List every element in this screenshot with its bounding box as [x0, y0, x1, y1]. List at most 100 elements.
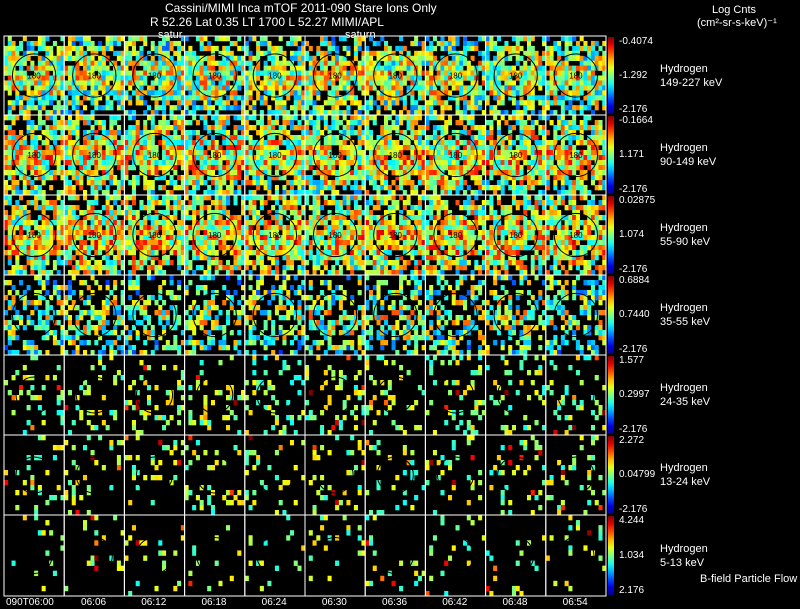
heatmap-cell [289, 90, 295, 96]
heatmap-cell [45, 245, 50, 251]
heatmap-cell [557, 120, 562, 126]
heatmap-cell [545, 170, 550, 176]
heatmap-cell [402, 95, 407, 101]
heatmap-cell [150, 180, 155, 186]
heatmap-cell [353, 95, 358, 101]
heatmap-cell [49, 250, 54, 256]
heatmap-cell [67, 240, 73, 246]
heatmap-cell [41, 155, 46, 161]
heatmap-cell [263, 50, 268, 57]
heatmap-cell [45, 115, 50, 121]
heatmap-cell [4, 235, 9, 241]
heatmap-cell [267, 255, 272, 261]
heatmap-cell [116, 140, 121, 146]
heatmap-cell [297, 165, 302, 171]
heatmap-cell [289, 70, 295, 76]
heatmap-cell [67, 120, 73, 126]
heatmap-cell [466, 140, 471, 146]
heatmap-cell [587, 160, 592, 166]
heatmap-cell [203, 65, 208, 71]
heatmap-cell [440, 165, 445, 171]
heatmap-cell [237, 265, 242, 271]
heatmap-cell [312, 110, 317, 116]
heatmap-cell [395, 60, 400, 66]
heatmap-cell [549, 90, 554, 96]
heatmap-cell [463, 60, 468, 66]
heatmap-cell [192, 140, 197, 146]
heatmap-cell [504, 55, 509, 61]
heatmap-cell [432, 135, 437, 141]
heatmap-cell [470, 65, 475, 71]
heatmap-cell [131, 235, 136, 241]
heatmap-cell [192, 250, 197, 256]
heatmap-cell [500, 45, 505, 52]
heatmap-cell [301, 90, 306, 96]
heatmap-cell [493, 115, 498, 121]
heatmap-cell [105, 200, 110, 206]
heatmap-cell [177, 145, 182, 151]
heatmap-cell [432, 190, 437, 196]
heatmap-cell [376, 170, 381, 176]
heatmap-cell [188, 100, 193, 106]
heatmap-cell [34, 205, 39, 211]
heatmap-cell [414, 165, 419, 171]
heatmap-cell [350, 160, 355, 166]
heatmap-cell [60, 70, 65, 76]
heatmap-cell [399, 130, 404, 136]
heatmap-cell [113, 85, 118, 91]
heatmap-cell [162, 220, 167, 226]
heatmap-cell [233, 195, 238, 201]
center-label: 180 [449, 72, 463, 81]
heatmap-cell [545, 165, 550, 171]
heatmap-cell [222, 100, 227, 106]
heatmap-cell [519, 70, 524, 76]
heatmap-cell [60, 55, 65, 61]
heatmap-cell [286, 120, 291, 126]
heatmap-cell [158, 270, 163, 276]
heatmap-cell [169, 220, 174, 226]
heatmap-cell [557, 45, 562, 52]
heatmap-cell [199, 60, 204, 66]
heatmap-cell [83, 250, 88, 256]
heatmap-cell [395, 160, 400, 166]
heatmap-cell [225, 235, 231, 241]
chart-title: Cassini/MIMI Inca mTOF 2011-090 Stare Io… [165, 1, 437, 15]
heatmap-cell [421, 140, 426, 146]
heatmap-cell [199, 175, 204, 181]
heatmap-cell [282, 255, 287, 261]
heatmap-cell [195, 95, 200, 101]
heatmap-cell [293, 110, 298, 116]
heatmap-cell [203, 220, 208, 226]
heatmap-cell [380, 150, 385, 156]
heatmap-cell [56, 150, 61, 156]
heatmap-cell [511, 65, 516, 71]
heatmap-cell [244, 215, 249, 221]
heatmap-cell [271, 150, 276, 156]
heatmap-cell [515, 120, 520, 126]
heatmap-cell [361, 50, 366, 57]
heatmap-cell [402, 100, 407, 106]
heatmap-cell [60, 145, 65, 151]
heatmap-cell [7, 135, 12, 141]
heatmap-cell [86, 160, 91, 166]
heatmap-cell [274, 220, 279, 226]
heatmap-cell [346, 165, 351, 171]
heatmap-cell [210, 95, 215, 101]
heatmap-cell [530, 125, 535, 131]
heatmap-cell [83, 70, 88, 76]
heatmap-cell [308, 70, 313, 76]
heatmap-cell [259, 200, 264, 206]
heatmap-cell [545, 115, 550, 121]
heatmap-cell [301, 250, 306, 256]
heatmap-cell [135, 55, 140, 61]
heatmap-cell [22, 160, 27, 166]
heatmap-cell [308, 135, 313, 141]
heatmap-cell [459, 185, 464, 191]
heatmap-cell [64, 255, 69, 261]
heatmap-cell [252, 190, 257, 196]
heatmap-cell [124, 110, 129, 116]
heatmap-cell [376, 80, 381, 86]
heatmap-cell [71, 90, 76, 96]
heatmap-cell [229, 215, 234, 221]
heatmap-cell [116, 225, 121, 231]
